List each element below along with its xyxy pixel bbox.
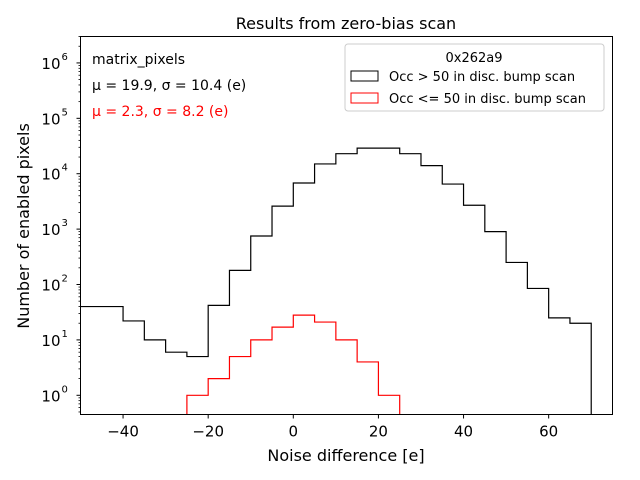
series-0-bin: [549, 318, 570, 415]
y-tick-exponent: 3: [62, 218, 68, 229]
legend-entry-red: Occ <= 50 in disc. bump scan: [389, 92, 586, 107]
series-1-bin: [315, 322, 336, 414]
series-1-bin: [208, 379, 229, 415]
series-0-bin: [102, 307, 123, 415]
x-axis-label: Noise difference [e]: [267, 446, 424, 465]
y-tick-label: 10: [41, 110, 60, 128]
series-1-bin: [251, 340, 272, 415]
y-tick-label: 10: [41, 277, 60, 295]
y-tick-exponent: 1: [62, 329, 68, 340]
x-tick-label: 20: [369, 423, 388, 441]
series-0-bin: [570, 323, 591, 414]
series-0-bin: [464, 205, 485, 414]
plot-frame: [80, 36, 613, 415]
y-tick-exponent: 5: [62, 107, 68, 118]
series-1-bin: [336, 340, 357, 415]
series-1-bin: [272, 327, 293, 414]
series-0-step-line: [80, 147, 592, 415]
y-tick-exponent: 2: [62, 274, 68, 285]
x-tick-label: −20: [192, 423, 224, 441]
series-0-bin: [485, 232, 506, 415]
series-0-bin: [144, 340, 165, 415]
y-tick-exponent: 0: [62, 384, 68, 395]
series-0-bin: [527, 288, 548, 414]
legend-swatch-red: [350, 92, 379, 104]
series-0-bin: [166, 352, 187, 414]
y-tick-label: 10: [41, 221, 60, 239]
series-0-bin: [400, 154, 421, 415]
y-tick-label: 10: [41, 332, 60, 350]
annotation-stats-red: μ = 2.3, σ = 8.2 (e): [92, 104, 228, 120]
series-0-bin: [421, 166, 442, 415]
y-tick-label: 10: [41, 387, 60, 405]
chart-title: Results from zero-bias scan: [236, 14, 456, 33]
series-0-bin: [378, 148, 399, 414]
x-axis-ticks: −40 −20 0 20 40 60: [107, 414, 558, 441]
annotation-label: matrix_pixels: [92, 52, 185, 68]
series-1-bin: [293, 315, 314, 414]
series-0-bin: [442, 184, 463, 414]
series-0-bin: [59, 307, 80, 415]
x-tick-label: 40: [454, 423, 473, 441]
x-tick-label: −40: [107, 423, 139, 441]
x-tick-label: 60: [539, 423, 558, 441]
series-1-bin: [187, 395, 208, 414]
annotation-stats-black: μ = 19.9, σ = 10.4 (e): [92, 78, 246, 94]
y-axis-label: Number of enabled pixels: [14, 123, 33, 329]
series-0-bin: [506, 262, 527, 414]
legend-title: 0x262a9: [445, 51, 502, 66]
plot-series: [59, 147, 592, 415]
legend: 0x262a9 Occ > 50 in disc. bump scan Occ …: [344, 43, 605, 112]
series-1-step-line: [186, 314, 401, 415]
x-tick-label: 0: [289, 423, 299, 441]
series-1-bin: [357, 362, 378, 415]
legend-entry-black: Occ > 50 in disc. bump scan: [389, 70, 575, 85]
legend-swatch-black: [350, 70, 379, 82]
y-tick-label: 10: [41, 166, 60, 184]
y-tick-exponent: 6: [62, 52, 68, 63]
series-1-bin: [378, 395, 399, 414]
legend-box: [344, 43, 605, 112]
y-tick-label: 10: [41, 55, 60, 73]
series-0-bin: [81, 307, 102, 415]
series-1-bin: [229, 357, 250, 415]
series-0-bin: [123, 321, 144, 415]
y-tick-exponent: 4: [62, 163, 68, 174]
